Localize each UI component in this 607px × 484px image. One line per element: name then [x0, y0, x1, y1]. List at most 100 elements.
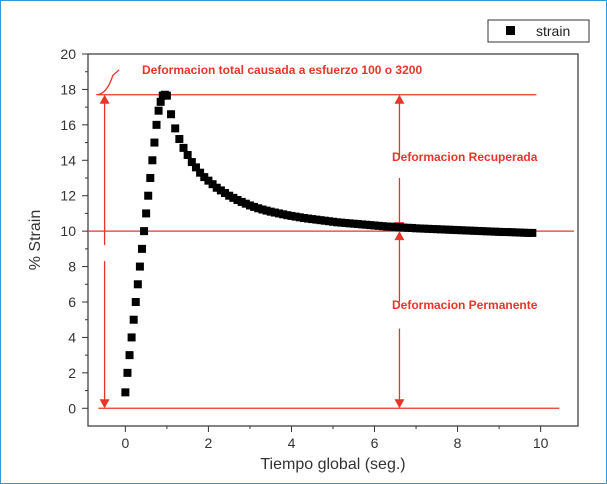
data-point — [378, 222, 387, 231]
data-point — [412, 224, 421, 233]
data-point — [129, 315, 138, 324]
data-point — [453, 226, 462, 235]
legend: strain — [487, 19, 590, 43]
y-tick-label: 8 — [68, 259, 76, 275]
data-point — [171, 124, 180, 133]
data-point — [304, 214, 313, 223]
data-point — [490, 227, 499, 236]
data-point — [478, 227, 487, 236]
data-point — [495, 227, 504, 236]
arrow-head — [99, 94, 110, 104]
data-point — [329, 217, 337, 226]
x-tick-label: 4 — [288, 435, 296, 451]
x-tick-label: 2 — [205, 435, 213, 451]
data-point — [152, 120, 161, 129]
data-point — [503, 228, 512, 237]
annotation-total: Deformacion total causada a esfuerzo 100… — [142, 63, 422, 77]
data-point — [250, 202, 259, 211]
data-point — [424, 224, 433, 233]
data-point — [428, 225, 437, 234]
y-tick-label: 14 — [60, 152, 76, 168]
data-point — [245, 201, 254, 210]
data-point — [208, 180, 217, 189]
data-point — [131, 298, 140, 306]
data-point — [146, 174, 155, 182]
data-point — [187, 158, 196, 167]
data-point — [486, 227, 495, 236]
arrow-head — [394, 231, 405, 241]
x-axis-title: Tiempo global (seg.) — [260, 456, 405, 473]
x-tick-label: 10 — [533, 435, 549, 451]
data-point — [316, 216, 325, 225]
data-point — [482, 227, 491, 236]
y-tick-label: 16 — [60, 117, 76, 133]
data-point — [507, 228, 516, 237]
data-point — [358, 220, 367, 229]
data-point — [345, 219, 354, 228]
data-point — [416, 224, 425, 233]
data-point — [515, 228, 524, 237]
arrow-head — [394, 399, 405, 409]
data-point — [179, 143, 188, 152]
data-point — [142, 209, 151, 218]
data-point — [432, 225, 441, 234]
y-tick-label: 10 — [60, 223, 76, 239]
data-point — [283, 211, 292, 220]
data-point — [474, 226, 483, 235]
annotation-recuperada: Deformacion Recuperada — [392, 150, 538, 164]
data-point — [254, 204, 263, 213]
data-point — [148, 156, 157, 165]
data-point — [366, 221, 375, 230]
data-point — [270, 208, 279, 217]
y-tick-label: 12 — [60, 188, 76, 204]
data-point — [436, 225, 445, 234]
data-point — [382, 222, 391, 231]
x-tick-label: 0 — [121, 435, 129, 451]
data-point — [391, 222, 400, 231]
data-point — [125, 351, 134, 360]
data-point — [229, 193, 238, 202]
data-point — [156, 97, 165, 106]
data-point — [237, 197, 246, 206]
callout-line — [96, 69, 120, 96]
data-point — [461, 226, 470, 235]
y-tick-label: 20 — [60, 46, 76, 62]
data-point — [457, 226, 466, 235]
data-point — [137, 244, 146, 253]
data-point — [162, 91, 171, 100]
data-point — [291, 212, 300, 221]
data-point — [241, 199, 250, 208]
data-point — [312, 215, 321, 224]
data-point — [441, 225, 450, 234]
data-point — [221, 189, 230, 198]
data-point — [123, 368, 132, 377]
data-point — [287, 211, 296, 220]
legend-box — [487, 19, 590, 43]
data-point — [395, 223, 404, 232]
data-point — [295, 213, 304, 222]
y-tick-label: 2 — [68, 365, 76, 381]
data-point — [353, 220, 362, 229]
x-tick-label: 6 — [371, 435, 379, 451]
x-axis-ticks: 0 2 4 6 8 10 — [121, 426, 549, 451]
y-axis-title: % Strain — [27, 210, 44, 270]
strain-series-points — [121, 90, 537, 397]
data-point — [403, 223, 412, 232]
data-point — [154, 106, 163, 115]
data-point — [135, 262, 144, 271]
data-point — [216, 186, 225, 195]
data-point — [150, 138, 159, 147]
y-tick-label: 0 — [68, 400, 76, 416]
data-point — [445, 225, 454, 234]
data-point — [341, 218, 350, 227]
data-point — [299, 214, 308, 223]
data-point — [127, 333, 136, 342]
data-point — [524, 228, 533, 237]
data-point — [499, 228, 508, 237]
data-point — [233, 195, 242, 204]
legend-label-strain: strain — [536, 23, 570, 39]
data-point — [167, 110, 176, 119]
x-tick-label: 8 — [454, 435, 462, 451]
